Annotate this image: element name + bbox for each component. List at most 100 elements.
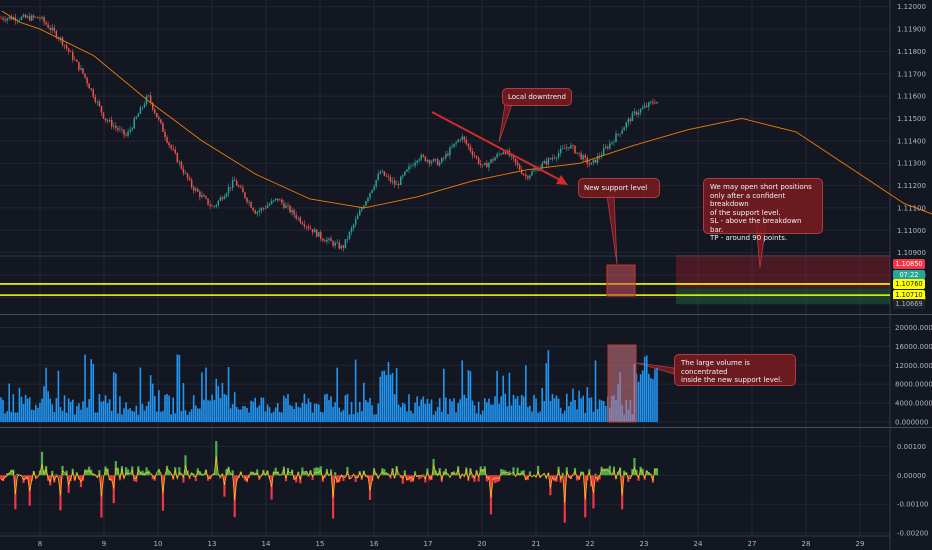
volume-bar bbox=[486, 402, 488, 422]
volume-bar bbox=[301, 402, 304, 422]
oscillator-negative-bar bbox=[348, 475, 351, 480]
oscillator-negative-bar bbox=[338, 475, 341, 483]
oscillator-negative-bar bbox=[209, 475, 212, 479]
volume-bar bbox=[330, 396, 332, 422]
support-zone-highlight bbox=[606, 264, 636, 297]
volume-bar bbox=[184, 410, 187, 422]
volume-bar bbox=[26, 398, 29, 422]
price-tick-label: 1.11400 bbox=[897, 137, 926, 145]
volume-bar bbox=[332, 406, 334, 422]
volume-bar bbox=[506, 406, 509, 422]
candle-down bbox=[568, 147, 570, 149]
oscillator-negative-bar bbox=[223, 475, 226, 497]
candle-up bbox=[141, 107, 144, 108]
candle-up bbox=[137, 113, 140, 117]
candle-up bbox=[184, 173, 187, 174]
oscillator-positive-bar bbox=[383, 469, 386, 476]
price-axis-ticks: 1.12000 1.11900 1.11800 1.11700 1.11600 1.115… bbox=[38, 3, 932, 548]
candle-up bbox=[258, 210, 261, 213]
candle-down bbox=[76, 59, 78, 62]
candle-down bbox=[393, 180, 396, 185]
oscillator-negative-bar bbox=[418, 475, 421, 480]
volume-bar bbox=[377, 403, 379, 422]
oscillator-positive-bar bbox=[516, 467, 519, 476]
candle-down bbox=[424, 156, 427, 162]
oscillator-positive-bar bbox=[436, 473, 439, 476]
candle-down bbox=[39, 18, 41, 19]
candle-down bbox=[242, 187, 244, 193]
candle-up bbox=[297, 217, 299, 219]
candle-down bbox=[315, 229, 318, 237]
volume-bar bbox=[340, 411, 343, 422]
price-tick-label: 1.11100 bbox=[897, 204, 926, 212]
candle-up bbox=[445, 153, 447, 158]
volume-bar bbox=[572, 388, 574, 422]
candle-up bbox=[344, 239, 347, 248]
candle-up bbox=[418, 159, 420, 161]
oscillator-negative-bar bbox=[370, 475, 374, 481]
oscillator-positive-bar bbox=[506, 473, 509, 476]
candle-up bbox=[225, 193, 228, 197]
volume-bar bbox=[418, 406, 420, 422]
volume-bar bbox=[430, 399, 433, 422]
volume-bar bbox=[352, 414, 355, 422]
time-tick-label: 21 bbox=[532, 540, 541, 548]
candle-up bbox=[279, 199, 281, 201]
volume-bar bbox=[61, 410, 64, 422]
volume-bar bbox=[264, 411, 267, 422]
volume-bar bbox=[432, 414, 435, 422]
volume-bar bbox=[100, 401, 103, 422]
candle-down bbox=[10, 16, 12, 20]
oscillator-positive-bar bbox=[124, 467, 128, 476]
oscillator-positive-bar bbox=[55, 474, 58, 476]
oscillator-negative-bar bbox=[108, 475, 111, 481]
volume-bar bbox=[389, 374, 392, 422]
oscillator-positive-bar bbox=[317, 467, 320, 476]
volume-bar bbox=[549, 401, 552, 422]
candle-up bbox=[535, 168, 537, 170]
volume-bar bbox=[361, 411, 363, 422]
candle-up bbox=[488, 162, 490, 168]
oscillator-signal-line bbox=[0, 456, 658, 503]
volume-bar bbox=[533, 394, 535, 422]
volume-bar bbox=[94, 412, 97, 422]
candle-up bbox=[576, 152, 578, 154]
oscillator-negative-bar bbox=[112, 475, 115, 504]
oscillator-negative-bar bbox=[420, 475, 423, 479]
candle-down bbox=[443, 157, 445, 159]
oscillator-negative-bar bbox=[53, 475, 56, 483]
volume-tick-label: 16000.000000 bbox=[895, 343, 932, 351]
annotation-local-downtrend: Local downtrend bbox=[502, 88, 572, 106]
volume-bar bbox=[153, 396, 156, 422]
candle-down bbox=[65, 45, 68, 49]
candle-up bbox=[318, 232, 320, 237]
oscillator-negative-bar bbox=[411, 475, 415, 482]
candle-down bbox=[492, 159, 494, 161]
candle-down bbox=[459, 139, 461, 141]
candle-up bbox=[395, 183, 398, 185]
volume-bar bbox=[317, 404, 320, 422]
candle-down bbox=[629, 119, 632, 122]
volume-bar bbox=[457, 403, 459, 422]
volume-bar bbox=[106, 403, 109, 422]
price-tick-label: 1.11200 bbox=[897, 182, 926, 190]
volume-bar bbox=[641, 370, 644, 422]
oscillator-negative-bar bbox=[49, 475, 52, 486]
volume-bar bbox=[172, 397, 174, 422]
volume-bar bbox=[305, 404, 308, 422]
oscillator-positive-bar bbox=[508, 471, 511, 476]
time-tick-label: 14 bbox=[262, 540, 271, 548]
candle-down bbox=[436, 159, 439, 166]
volume-bar bbox=[404, 404, 406, 422]
candle-up bbox=[541, 163, 543, 168]
volume-bar bbox=[254, 397, 256, 422]
candle-up bbox=[502, 152, 504, 155]
volume-bar bbox=[529, 405, 531, 422]
candle-down bbox=[78, 61, 80, 70]
volume-bar bbox=[440, 411, 443, 422]
volume-bar bbox=[182, 383, 185, 422]
volume-bar bbox=[502, 375, 505, 422]
volume-bar bbox=[139, 367, 142, 422]
time-tick-label: 10 bbox=[154, 540, 163, 548]
